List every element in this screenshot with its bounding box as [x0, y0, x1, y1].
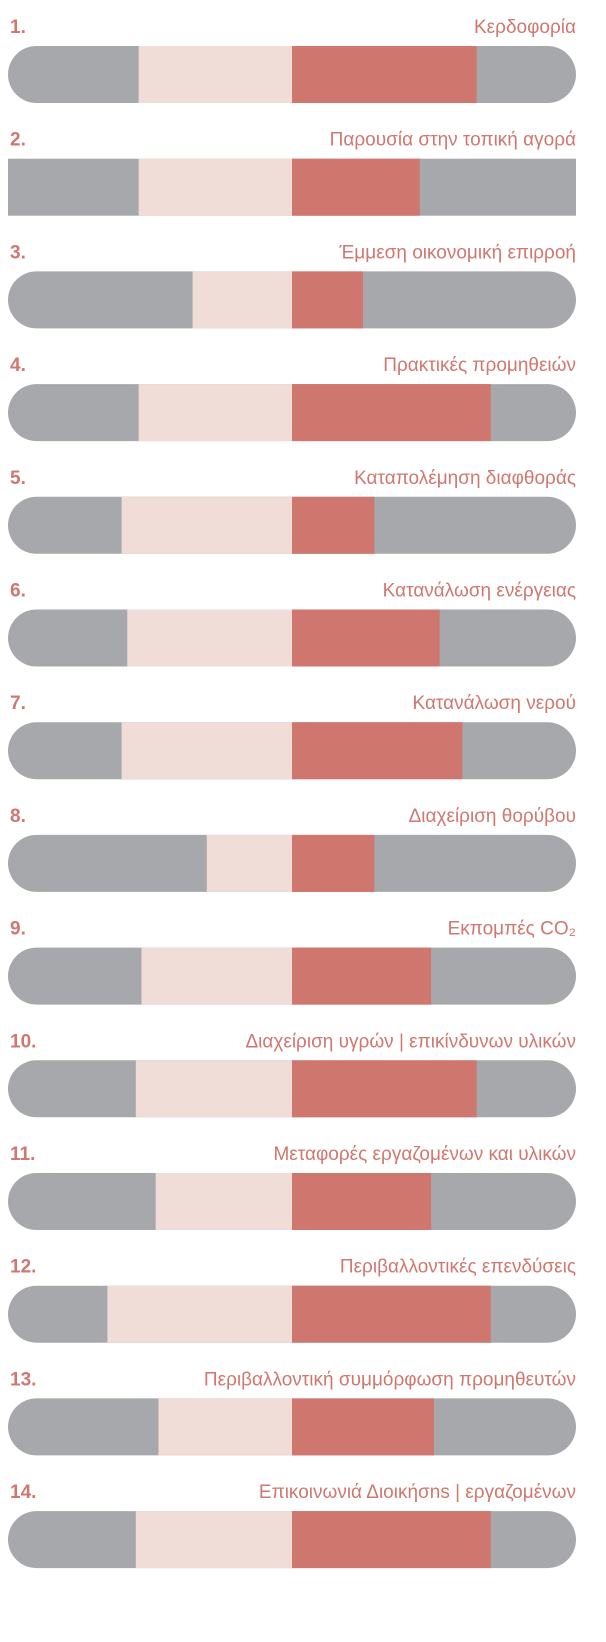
item-number: 13.: [10, 1369, 36, 1390]
item-title: Μεταφορές εργαζομένων και υλικών: [273, 1144, 576, 1165]
bar-segment: [292, 496, 375, 554]
bar-segment: [135, 1060, 292, 1118]
bar-segment: [292, 46, 477, 103]
bar-segment: [158, 1398, 292, 1456]
bar-segment: [292, 1173, 432, 1230]
item-title: Πρακτικές προμηθειών: [383, 355, 576, 376]
item-title: Διαχείριση υγρών | επικίνδυνων υλικών: [245, 1031, 576, 1052]
bar-segment: [292, 1060, 477, 1118]
bar-segment: [292, 1285, 491, 1343]
item-number: 1.: [10, 17, 26, 38]
bar-segment: [206, 834, 292, 892]
item-title: Περιβαλλοντικές επενδύσεις: [340, 1257, 576, 1278]
bar-segment: [121, 722, 292, 780]
item-title: Περιβαλλοντική συμμόρφωση προμηθευτών: [204, 1369, 576, 1390]
bar-segment: [138, 384, 292, 442]
bar-segment: [292, 1398, 434, 1456]
bar-segment: [121, 496, 292, 554]
item-number: 11.: [10, 1144, 35, 1165]
item-number: 2.: [10, 130, 26, 151]
item-number: 14.: [10, 1482, 36, 1503]
bar-segment: [292, 609, 440, 667]
item-number: 7.: [10, 693, 26, 714]
bar-segment: [107, 1285, 293, 1343]
item-title: Διαχείριση θορύβου: [409, 806, 576, 827]
bar-segment: [292, 384, 491, 442]
item-number: 4.: [10, 355, 26, 376]
item-title: Παρουσία στην τοπική αγορά: [330, 130, 576, 151]
item-title: Κατανάλωση νερού: [413, 693, 577, 714]
item-title: Έμμεση οικονομική επιρροή: [338, 242, 576, 263]
item-title: Κερδοφορία: [474, 17, 576, 38]
item-title: Καταπολέμηση διαφθοράς: [354, 468, 576, 489]
item-number: 6.: [10, 581, 26, 602]
item-number: 9.: [10, 919, 26, 940]
item-number: 5.: [10, 468, 26, 489]
item-number: 3.: [10, 242, 26, 263]
bar-segment: [292, 947, 432, 1005]
item-number: 12.: [10, 1257, 36, 1278]
bar-segment: [192, 271, 292, 329]
bar-segment: [155, 1173, 292, 1230]
bar-segment: [138, 158, 292, 216]
item-title: Κατανάλωση ενέργειας: [383, 581, 576, 602]
bar-segment: [292, 834, 375, 892]
bar-segment: [292, 722, 463, 780]
item-title: Επικοινωνιά Διοικήσns | εργαζομένων: [259, 1482, 576, 1503]
bar-segment: [141, 947, 292, 1005]
bar-segment: [127, 609, 292, 667]
item-number: 10.: [10, 1031, 36, 1052]
item-number: 8.: [10, 806, 26, 827]
item-title: Εκπομπές CO₂: [448, 919, 576, 940]
bar-segment: [292, 271, 363, 329]
bar-segment: [138, 46, 292, 103]
bar-segment: [135, 1511, 292, 1569]
bar-segment: [292, 158, 420, 216]
bar-segment: [292, 1511, 491, 1569]
